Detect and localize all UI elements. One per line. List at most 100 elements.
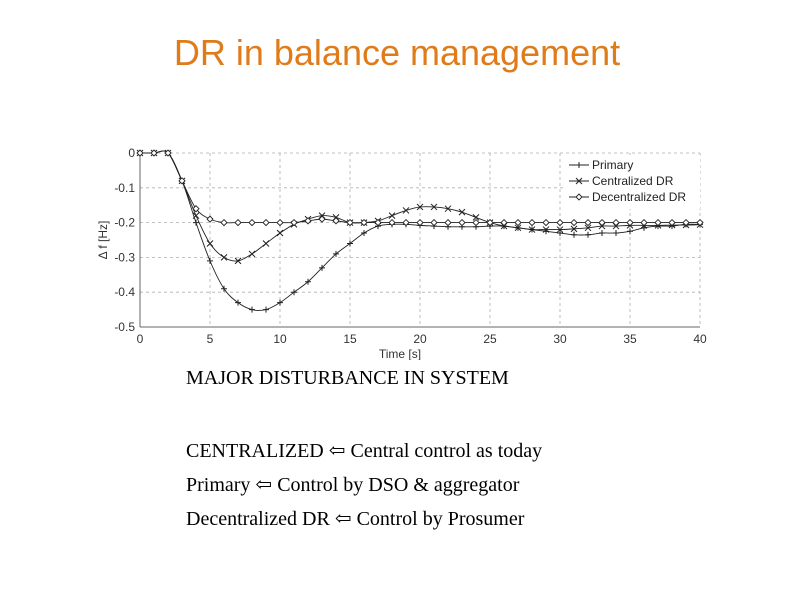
data-point-primary — [599, 230, 605, 237]
data-point-primary — [557, 230, 563, 237]
data-point-primary — [613, 230, 619, 237]
data-point-decentralized-dr — [668, 218, 676, 227]
data-point-centralized-dr — [472, 214, 480, 221]
data-point-primary — [291, 289, 297, 296]
data-point-centralized-dr — [444, 205, 452, 213]
y-tick-label: -0.2 — [114, 216, 135, 230]
data-point-decentralized-dr — [248, 218, 256, 227]
data-point-decentralized-dr — [486, 218, 494, 227]
data-point-centralized-dr — [206, 240, 214, 247]
data-point-centralized-dr — [276, 229, 284, 237]
data-point-centralized-dr — [556, 226, 564, 233]
x-tick-label: 20 — [413, 332, 427, 346]
data-point-decentralized-dr — [178, 177, 186, 185]
y-tick-label: -0.1 — [114, 181, 135, 195]
data-point-centralized-dr — [584, 224, 592, 232]
line-decentralized: Decentralized DR ⇦ Control by Prosumer — [186, 508, 525, 530]
x-tick-label: 25 — [483, 332, 497, 346]
data-point-decentralized-dr — [276, 218, 284, 227]
data-point-decentralized-dr — [598, 218, 606, 227]
y-tick-label: 0 — [128, 146, 135, 160]
data-point-centralized-dr — [402, 207, 410, 214]
data-point-decentralized-dr — [556, 218, 564, 227]
x-tick-label: 0 — [137, 332, 144, 346]
frequency-deviation-chart: 0 5 10 15 20 25 30 35 40 0 -0.1 -0.2 -0.3 -0.4 -0.5 Tim… — [96, 146, 707, 360]
control-descriptions: CENTRALIZED ⇦ Central control as today P… — [186, 434, 542, 536]
data-point-decentralized-dr — [458, 218, 466, 227]
data-point-decentralized-dr — [206, 215, 214, 223]
data-point-centralized-dr — [528, 226, 536, 233]
data-point-decentralized-dr — [584, 218, 592, 227]
data-point-primary — [361, 230, 367, 237]
data-point-primary — [193, 219, 199, 226]
data-point-decentralized-dr — [500, 218, 508, 227]
data-point-decentralized-dr — [416, 218, 424, 227]
data-point-centralized-dr — [430, 203, 438, 211]
data-point-decentralized-dr — [192, 205, 200, 213]
line-centralized: CENTRALIZED ⇦ Central control as today — [186, 440, 543, 462]
data-point-centralized-dr — [570, 225, 578, 233]
legend-label-decentralized-dr: Decentralized DR — [592, 190, 686, 204]
y-tick-label: -0.4 — [114, 285, 135, 299]
data-point-centralized-dr — [388, 212, 396, 219]
data-point-decentralized-dr — [374, 218, 382, 227]
data-point-decentralized-dr — [136, 149, 144, 157]
legend-marker-primary — [576, 162, 582, 168]
data-point-primary — [571, 231, 577, 238]
data-point-centralized-dr — [234, 257, 242, 265]
data-point-primary — [333, 250, 339, 257]
x-tick-label: 35 — [623, 332, 637, 346]
data-point-primary — [319, 264, 325, 271]
data-point-decentralized-dr — [290, 218, 298, 227]
data-point-decentralized-dr — [150, 149, 158, 157]
data-point-decentralized-dr — [472, 218, 480, 227]
data-point-decentralized-dr — [234, 218, 242, 227]
data-point-primary — [221, 285, 227, 292]
data-point-decentralized-dr — [640, 218, 648, 227]
chart-caption: MAJOR DISTURBANCE IN SYSTEM — [186, 367, 509, 389]
slide-title: DR in balance management — [173, 32, 621, 73]
data-point-centralized-dr — [458, 208, 466, 216]
x-tick-label: 5 — [207, 332, 214, 346]
data-point-centralized-dr — [416, 203, 424, 211]
data-point-centralized-dr — [514, 224, 522, 232]
data-point-decentralized-dr — [164, 149, 172, 157]
data-point-primary — [277, 299, 283, 306]
y-tick-label: -0.5 — [114, 320, 135, 334]
data-point-decentralized-dr — [332, 217, 340, 225]
data-point-decentralized-dr — [388, 218, 396, 227]
data-point-decentralized-dr — [514, 218, 522, 227]
legend-marker-decentralized-dr — [575, 193, 583, 201]
data-point-primary — [305, 278, 311, 285]
data-point-primary — [627, 228, 633, 235]
data-point-decentralized-dr — [528, 218, 536, 227]
data-point-centralized-dr — [192, 212, 200, 219]
legend-box — [565, 155, 700, 209]
data-point-centralized-dr — [542, 226, 550, 233]
data-point-decentralized-dr — [626, 218, 634, 227]
line-primary: Primary ⇦ Control by DSO & aggregator — [186, 474, 520, 496]
y-tick-label: -0.3 — [114, 250, 135, 264]
data-point-centralized-dr — [262, 240, 270, 247]
x-tick-label: 30 — [553, 332, 567, 346]
data-point-decentralized-dr — [262, 218, 270, 227]
data-point-primary — [263, 306, 269, 313]
x-tick-label: 15 — [343, 332, 357, 346]
data-point-decentralized-dr — [318, 215, 326, 223]
legend-marker-centralized-dr — [575, 177, 583, 185]
data-point-decentralized-dr — [542, 218, 550, 227]
data-point-decentralized-dr — [570, 218, 578, 227]
y-axis-label: Δ f [Hz] — [96, 221, 110, 260]
data-point-decentralized-dr — [402, 218, 410, 227]
data-point-primary — [207, 257, 213, 264]
data-point-decentralized-dr — [346, 218, 354, 227]
data-point-decentralized-dr — [696, 218, 704, 227]
x-axis-label: Time [s] — [379, 347, 421, 360]
data-point-primary — [585, 231, 591, 238]
data-point-decentralized-dr — [654, 218, 662, 227]
data-point-decentralized-dr — [444, 218, 452, 227]
data-point-primary — [347, 240, 353, 247]
x-tick-label: 40 — [693, 332, 707, 346]
data-point-primary — [235, 299, 241, 306]
data-point-decentralized-dr — [430, 218, 438, 227]
